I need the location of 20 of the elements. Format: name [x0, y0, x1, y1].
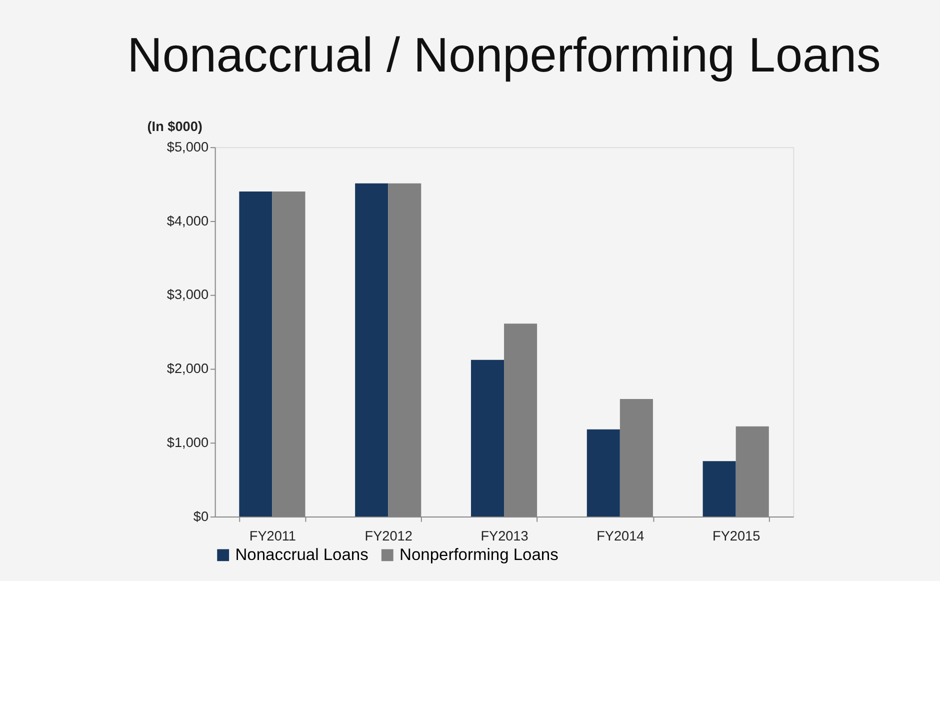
- x-tick-label: FY2014: [596, 528, 645, 544]
- x-tick-label: FY2015: [712, 528, 760, 544]
- bar: [470, 360, 504, 517]
- x-tick-label: FY2012: [364, 528, 412, 544]
- x-tick-label: FY2011: [249, 528, 296, 544]
- y-tick-label: $4,000: [166, 213, 209, 228]
- y-tick-label: $0: [193, 508, 209, 524]
- y-tick-label: $2,000: [166, 361, 209, 376]
- bar: [239, 191, 272, 517]
- y-tick-label: $3,000: [166, 287, 209, 302]
- bar: [586, 429, 620, 517]
- x-tick-label: FY2013: [480, 528, 528, 544]
- y-axis-title: (In $000): [147, 119, 202, 134]
- legend-label: Nonperforming Loans: [400, 545, 558, 564]
- bar: [355, 183, 388, 517]
- bar: [702, 461, 736, 517]
- legend-label: Nonaccrual Loans: [235, 545, 368, 564]
- chart-title: Nonaccrual / Nonperforming Loans: [127, 28, 881, 82]
- y-tick-label: $1,000: [166, 435, 209, 450]
- y-tick-label: $5,000: [166, 139, 209, 154]
